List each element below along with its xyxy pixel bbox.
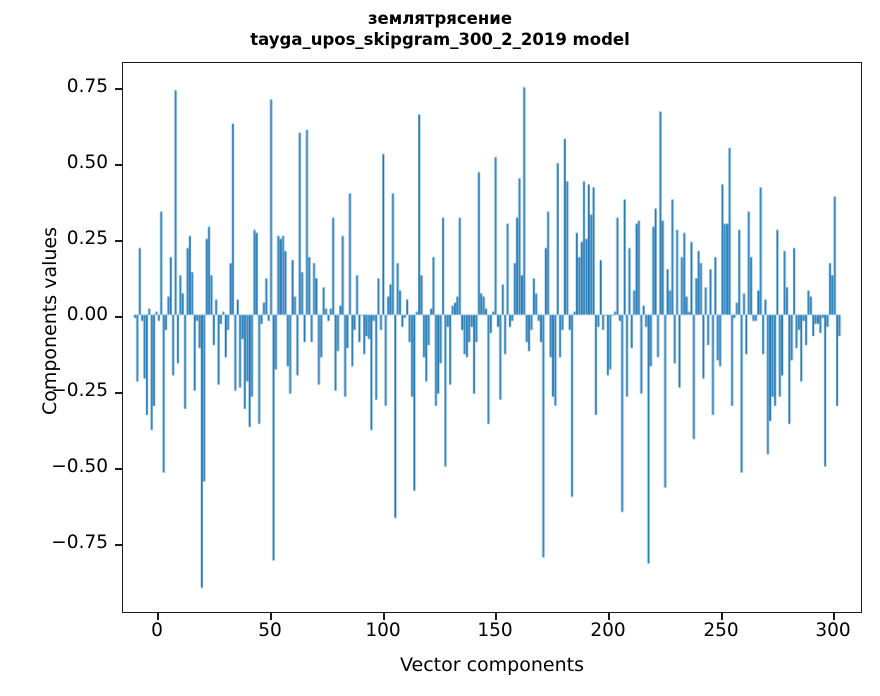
xtick-label-0: 0 (151, 620, 163, 641)
chart-title-line-1: землятрясение (367, 9, 513, 28)
ytick-mark-2 (115, 240, 122, 242)
ytick-mark-4 (115, 392, 122, 394)
ytick-label-2: 0.25 (66, 228, 108, 249)
xtick-mark-3 (495, 613, 497, 620)
ytick-label-1: 0.50 (66, 152, 108, 173)
xtick-mark-4 (608, 613, 610, 620)
ytick-mark-1 (115, 164, 122, 166)
xtick-mark-6 (833, 613, 835, 620)
x-axis-label: Vector components (400, 654, 584, 676)
xtick-label-4: 200 (590, 620, 626, 641)
ytick-mark-3 (115, 316, 122, 318)
plot-area (122, 62, 862, 613)
xtick-mark-5 (721, 613, 723, 620)
xtick-label-5: 250 (703, 620, 739, 641)
y-axis-label: Components values (39, 226, 61, 416)
chart-title: землятрясение tayga_upos_skipgram_300_2_… (0, 8, 880, 50)
ytick-label-0: 0.75 (66, 76, 108, 97)
ytick-label-5: −0.50 (51, 456, 108, 477)
ytick-label-4: −0.25 (51, 380, 108, 401)
ytick-label-3: 0.00 (66, 304, 108, 325)
xtick-mark-1 (270, 613, 272, 620)
xtick-mark-2 (383, 613, 385, 620)
xtick-label-2: 100 (365, 620, 401, 641)
bar-series-canvas (123, 63, 861, 612)
ytick-mark-6 (115, 544, 122, 546)
ytick-label-6: −0.75 (51, 532, 108, 553)
xtick-mark-0 (157, 613, 159, 620)
ytick-mark-0 (115, 88, 122, 90)
xtick-label-3: 150 (477, 620, 513, 641)
xtick-label-6: 300 (815, 620, 851, 641)
xtick-label-1: 50 (258, 620, 282, 641)
chart-title-line-2: tayga_upos_skipgram_300_2_2019 model (250, 30, 630, 49)
ytick-mark-5 (115, 468, 122, 470)
